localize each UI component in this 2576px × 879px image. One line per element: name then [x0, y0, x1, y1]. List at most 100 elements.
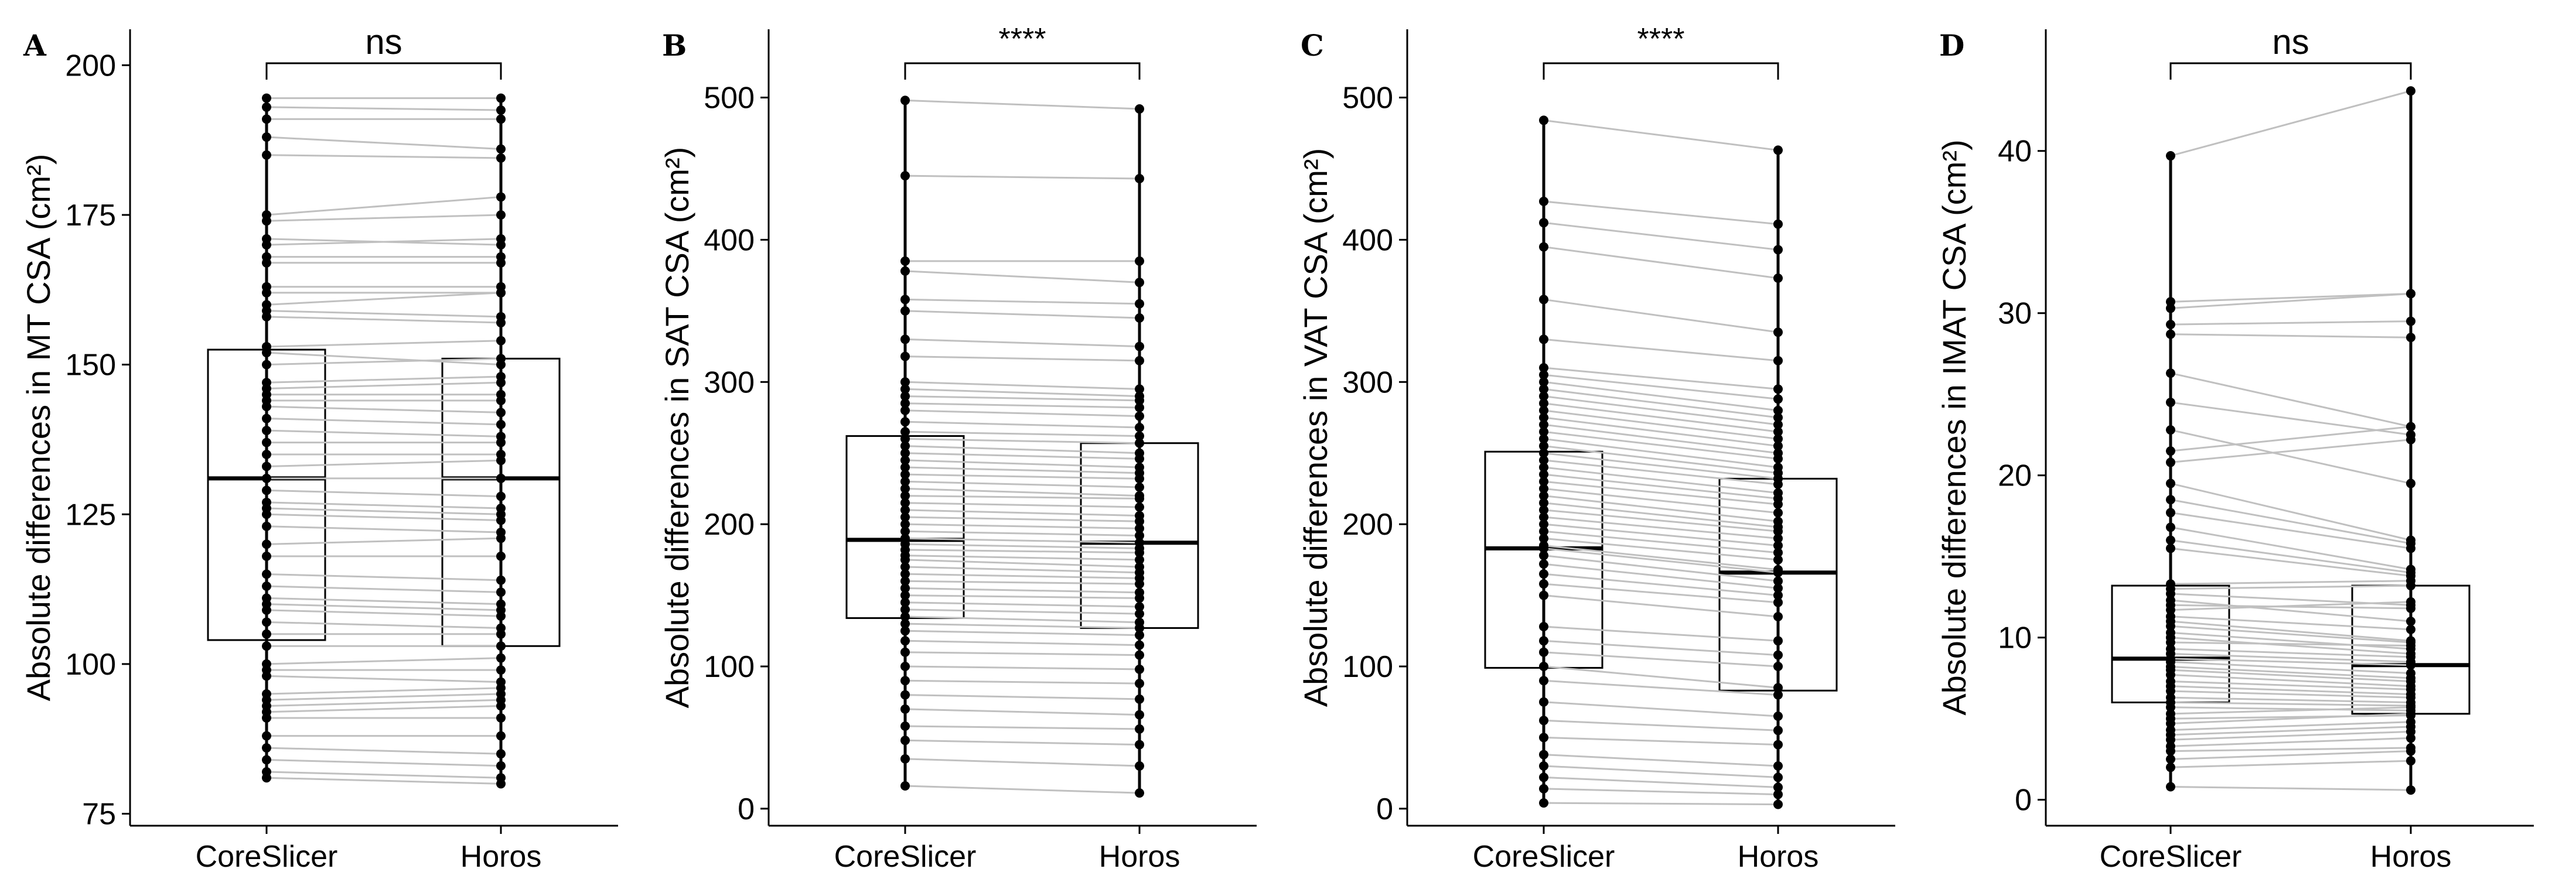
- data-point: [2166, 297, 2175, 307]
- pair-line: [905, 388, 1140, 398]
- pair-line: [1543, 423, 1779, 454]
- pair-line: [1543, 583, 1779, 604]
- data-point: [2406, 785, 2415, 795]
- significance-bracket: [1543, 62, 1779, 80]
- data-point: [1773, 541, 1783, 550]
- pair-line: [905, 395, 1140, 402]
- data-point: [1539, 427, 1548, 437]
- data-point: [262, 360, 271, 370]
- pair-line: [2170, 747, 2411, 753]
- data-point: [1135, 623, 1144, 633]
- pair-line: [1543, 221, 1779, 251]
- data-point: [262, 150, 271, 160]
- data-point: [1539, 370, 1548, 380]
- pair-line: [1543, 402, 1779, 433]
- panel-letter: D: [1939, 28, 1964, 63]
- data-point: [1773, 712, 1783, 721]
- pair-line: [2170, 685, 2411, 696]
- pair-line: [905, 651, 1140, 656]
- data-point: [1773, 355, 1783, 365]
- x-tick-label: Horos: [460, 840, 542, 874]
- pair-line: [2170, 599, 2411, 623]
- data-point: [1135, 761, 1144, 771]
- pair-line: [266, 759, 501, 767]
- data-point: [1539, 334, 1548, 344]
- data-point: [1539, 115, 1548, 125]
- pair-line: [905, 679, 1140, 685]
- pair-line: [905, 739, 1140, 746]
- data-point: [1539, 676, 1548, 686]
- pair-line: [1543, 523, 1779, 547]
- data-point: [900, 505, 910, 515]
- data-point: [900, 736, 910, 745]
- data-point: [496, 336, 506, 346]
- pair-line: [266, 489, 501, 498]
- y-tick-label: 10: [1998, 621, 2032, 655]
- data-point: [2166, 303, 2175, 313]
- y-tick-label: 40: [1998, 135, 2032, 169]
- pair-line: [2170, 641, 2411, 647]
- data-point: [2406, 478, 2415, 488]
- data-point: [262, 402, 271, 412]
- pair-line: [2170, 292, 2411, 303]
- data-point: [2406, 597, 2415, 607]
- data-point: [2406, 86, 2415, 96]
- data-point: [1539, 477, 1548, 487]
- data-point: [262, 641, 271, 651]
- data-point: [496, 641, 506, 651]
- pair-line: [266, 699, 501, 707]
- data-point: [900, 636, 910, 646]
- pair-line: [1543, 416, 1779, 447]
- data-point: [2406, 702, 2415, 712]
- pair-line: [905, 708, 1140, 716]
- data-point: [1539, 569, 1548, 579]
- pair-line: [1543, 502, 1779, 528]
- data-point: [496, 473, 506, 483]
- pair-line: [2170, 706, 2411, 712]
- data-point: [900, 754, 910, 764]
- data-point: [1135, 494, 1144, 504]
- data-point: [2166, 762, 2175, 772]
- data-point: [496, 713, 506, 723]
- y-tick-label: 175: [65, 199, 116, 232]
- data-point: [1773, 761, 1783, 771]
- data-point: [2166, 151, 2175, 161]
- panel-letter: B: [662, 28, 687, 63]
- pair-line: [1543, 530, 1779, 554]
- data-point: [1135, 609, 1144, 619]
- pair-line: [905, 580, 1140, 585]
- data-point: [1135, 174, 1144, 183]
- pair-line: [2170, 786, 2411, 791]
- data-point: [2166, 543, 2175, 553]
- data-point: [2166, 478, 2175, 488]
- data-point: [2166, 605, 2175, 615]
- pair-line: [905, 459, 1140, 468]
- data-point: [496, 611, 506, 621]
- data-point: [900, 434, 910, 444]
- data-point: [2406, 660, 2415, 670]
- data-point: [262, 348, 271, 358]
- data-point: [1773, 662, 1783, 671]
- y-tick-label: 500: [704, 81, 755, 115]
- pair-line: [2170, 713, 2411, 724]
- pair-line: [2170, 669, 2411, 682]
- pair-line: [1543, 736, 1779, 746]
- data-point: [496, 288, 506, 297]
- data-point: [496, 437, 506, 447]
- pair-line: [1543, 466, 1779, 494]
- y-tick-label: 100: [1342, 650, 1393, 684]
- data-point: [496, 749, 506, 759]
- y-tick-label: 400: [704, 223, 755, 257]
- pair-line: [1543, 547, 1779, 574]
- pair-line: [905, 509, 1140, 517]
- y-axis-title: Absolute differences in IMAT CSA (cm²): [1936, 139, 1973, 715]
- pair-line: [2170, 483, 2411, 541]
- data-point: [1135, 395, 1144, 405]
- x-tick-label: CoreSlicer: [2100, 840, 2242, 874]
- data-point: [900, 647, 910, 657]
- data-point: [1773, 650, 1783, 660]
- pair-line: [2170, 320, 2411, 326]
- data-point: [2166, 621, 2175, 631]
- data-point: [900, 455, 910, 465]
- data-point: [900, 704, 910, 714]
